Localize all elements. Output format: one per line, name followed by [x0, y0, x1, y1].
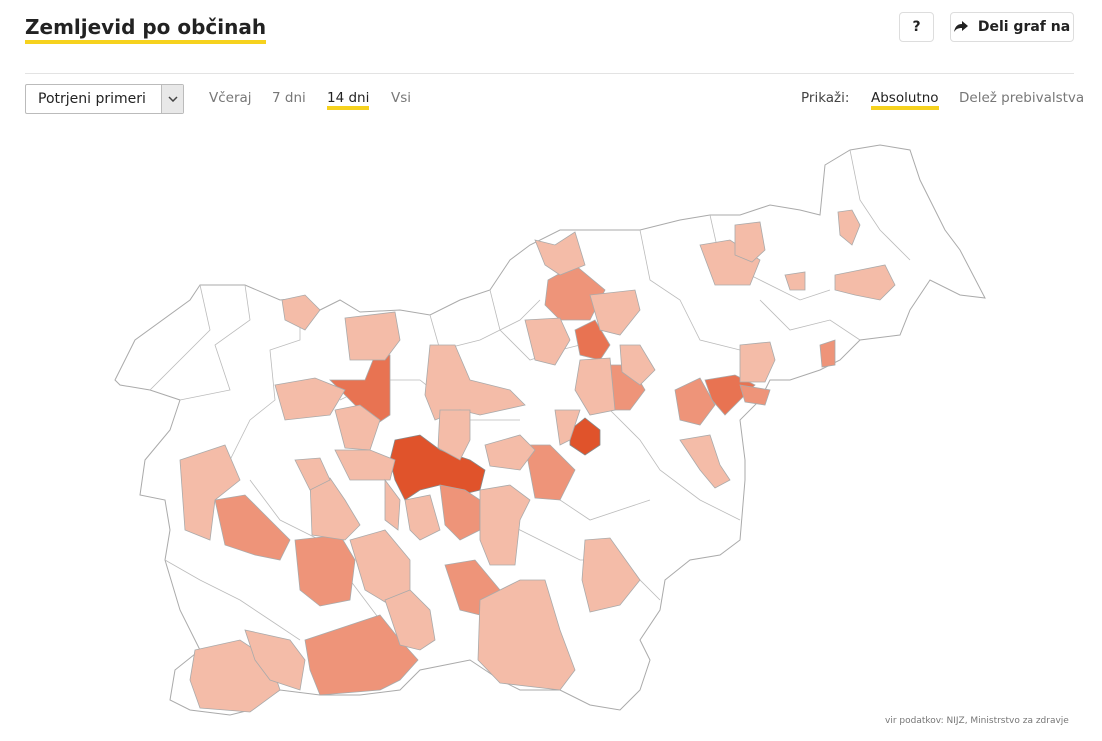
dropdown-arrow — [161, 85, 183, 113]
share-icon — [953, 21, 968, 32]
period-option[interactable]: Vsi — [391, 90, 412, 106]
period-option[interactable]: 14 dni — [327, 90, 370, 110]
display-option[interactable]: Delež prebivalstva — [959, 90, 1085, 106]
title: Zemljevid po občinah — [25, 14, 267, 44]
map — [114, 144, 986, 716]
help-button[interactable]: ? — [899, 12, 934, 42]
dropdown[interactable]: Potrjeni primeri — [25, 84, 184, 114]
divider — [25, 73, 1074, 74]
municipality-fill — [179, 209, 896, 713]
source-note: vir podatkov: NIJZ, Ministrstvo za zdrav… — [885, 716, 1069, 726]
share-button[interactable]: Deli graf na — [950, 12, 1074, 42]
display-option[interactable]: Absolutno — [871, 90, 939, 110]
period-option[interactable]: Včeraj — [209, 90, 252, 106]
period-option[interactable]: 7 dni — [272, 90, 306, 106]
display-label: Prikaži: — [801, 90, 850, 106]
share-label: Deli graf na — [977, 19, 1071, 35]
dropdown-value: Potrjeni primeri — [38, 91, 146, 107]
